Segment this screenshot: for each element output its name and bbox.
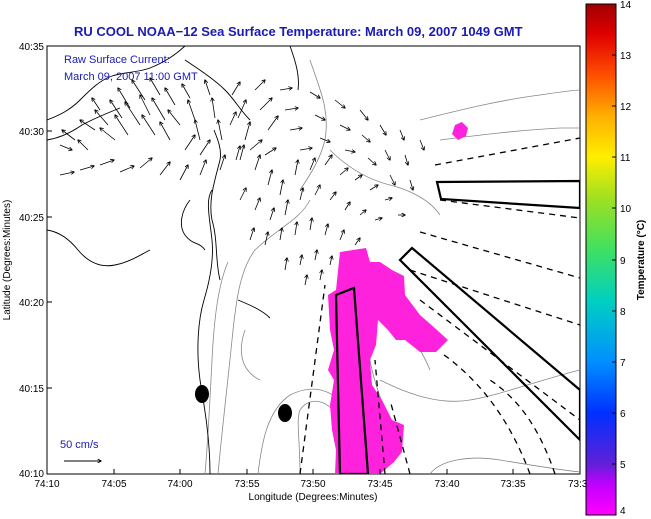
x-tick: 73:55 — [234, 479, 259, 490]
colorbar-tick: 6 — [620, 409, 626, 420]
coastline — [47, 46, 299, 474]
colorbar-ticks — [612, 3, 616, 516]
current-source-line2: March 09, 2007 11:00 GMT — [64, 71, 198, 83]
colorbar-tick: 9 — [620, 256, 626, 267]
x-tick: 73:3 — [568, 479, 588, 490]
sst-patches — [328, 122, 468, 474]
y-tick: 40:10 — [19, 469, 44, 480]
bearing-bar-upper — [435, 179, 580, 210]
x-tick: 73:50 — [300, 479, 325, 490]
y-tick: 40:35 — [19, 42, 44, 53]
bearing-bar-lower — [334, 286, 370, 474]
x-tick-labels: 74:10 74:05 74:00 73:55 73:50 73:45 73:4… — [34, 479, 587, 490]
scale-legend: 50 cm/s — [60, 439, 101, 461]
x-tick: 73:45 — [367, 479, 392, 490]
tick-marks — [46, 45, 514, 474]
sst-patch-main — [328, 248, 448, 474]
colorbar-tick: 14 — [620, 0, 632, 11]
colorbar-ramp — [585, 3, 617, 516]
y-tick-labels: 40:35 40:30 40:25 40:20 40:15 40:10 — [19, 42, 44, 480]
colorbar-label: Temperature (°C) — [636, 220, 647, 301]
y-axis-label: Latitude (Degrees:Minutes) — [2, 200, 13, 321]
y-tick: 40:20 — [19, 298, 44, 309]
radar-bearing-bars — [334, 179, 580, 474]
x-tick: 74:00 — [167, 479, 192, 490]
colorbar-tick: 7 — [620, 358, 626, 369]
current-vectors — [59, 78, 424, 286]
bearing-bar-middle — [398, 246, 580, 442]
x-axis-label: Longitude (Degrees:Minutes) — [249, 492, 378, 503]
site-marker-east — [278, 404, 292, 422]
colorbar-tick: 8 — [620, 307, 626, 318]
colorbar-tick: 10 — [620, 204, 632, 215]
colorbar-tick: 13 — [620, 51, 632, 62]
plot-frame — [46, 45, 581, 475]
site-marker-west — [195, 385, 209, 403]
colorbar-tick: 12 — [620, 102, 632, 113]
scale-label: 50 cm/s — [60, 439, 99, 451]
x-tick: 74:05 — [101, 479, 126, 490]
current-source-line1: Raw Surface Current: — [64, 54, 170, 66]
y-tick: 40:30 — [19, 127, 44, 138]
radar-coverage-dashed — [299, 137, 580, 474]
y-tick: 40:15 — [19, 384, 44, 395]
plot-area: 50 cm/s Raw Surface Current: March 09, 2… — [46, 45, 581, 475]
map-title: RU COOL NOAA−12 Sea Surface Temperature:… — [74, 24, 523, 39]
x-tick: 73:40 — [434, 479, 459, 490]
x-tick: 73:35 — [500, 479, 525, 490]
colorbar-tick: 11 — [620, 153, 631, 164]
y-tick: 40:25 — [19, 213, 44, 224]
x-tick: 74:10 — [34, 479, 59, 490]
colorbar-tick: 4 — [620, 506, 626, 517]
colorbar: 14 13 12 11 10 9 8 7 6 5 4 Temperature (… — [585, 0, 647, 517]
sst-patch-small — [452, 122, 468, 140]
colorbar-tick: 5 — [620, 460, 626, 471]
